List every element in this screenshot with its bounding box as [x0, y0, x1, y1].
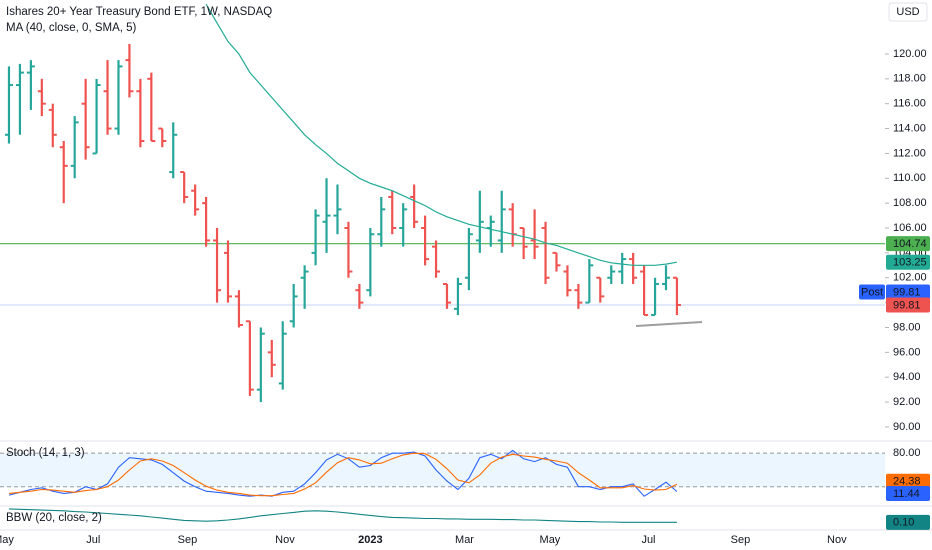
- stoch-tag: 24.38: [893, 476, 921, 488]
- last-price-tag: 99.81: [893, 299, 921, 311]
- bbw-line: [8, 508, 677, 523]
- y-tick-label: 118.00: [893, 73, 926, 85]
- stoch-tag: 11.44: [893, 488, 920, 500]
- time-tick-label: 2023: [358, 534, 382, 546]
- level-tag: 104.74: [893, 238, 927, 250]
- time-tick-label: Mar: [455, 534, 474, 546]
- stoch-band: [0, 453, 885, 487]
- currency-box[interactable]: [888, 2, 928, 22]
- time-tick-label: Nov: [827, 534, 847, 546]
- stoch-line: [8, 452, 678, 497]
- y-tick-label: 102.00: [893, 272, 927, 284]
- y-tick-label: 110.00: [893, 172, 926, 184]
- y-tick-label: 90.00: [893, 421, 921, 433]
- bbw-legend: BBW (20, close, 2): [6, 512, 102, 524]
- price-pane: [0, 3, 885, 403]
- y-tick-label: 94.00: [893, 371, 921, 383]
- y-tick-label: 96.00: [893, 346, 921, 358]
- trend-line-drawing[interactable]: [635, 321, 703, 327]
- time-tick-label: Nov: [275, 534, 295, 546]
- post-label-bg: [859, 284, 885, 300]
- time-tick-label: Jul: [641, 534, 655, 546]
- y-tick-label: 92.00: [893, 396, 921, 408]
- y-tick-label: 108.00: [893, 197, 927, 209]
- level-tag-bg: [886, 236, 930, 252]
- axis-layer: May Jul Sep Nov 2023 Mar May Jul Sep Nov 90.00 92.0…: [0, 48, 930, 546]
- ma-tag-bg: [886, 254, 930, 270]
- y-tick-label: 106.00: [893, 222, 927, 234]
- y-tick-label: 116.00: [893, 98, 926, 110]
- y-tick-label: 114.00: [893, 122, 926, 134]
- stoch-pane: [0, 449, 885, 497]
- y-tick-label: 112.00: [893, 147, 926, 159]
- stoch-tag-bg: [886, 473, 930, 489]
- time-tick-label: May: [540, 534, 561, 546]
- time-tick-label: May: [0, 534, 14, 546]
- bbw-tag: 0.10: [893, 517, 914, 529]
- time-tick-label: Sep: [731, 534, 751, 546]
- time-tick-label: Jul: [86, 534, 100, 546]
- chart-title: Ishares 20+ Year Treasury Bond ETF, 1W, …: [6, 6, 272, 18]
- ma-tag: 103.25: [893, 257, 927, 269]
- ma-legend: MA (40, close, 0, SMA, 5): [6, 22, 137, 34]
- moving-average: [205, 3, 678, 266]
- stoch-line: [8, 449, 678, 497]
- stoch-tick-label: 80.00: [893, 447, 921, 459]
- time-tick-label: Sep: [178, 534, 198, 546]
- post-label: Post: [861, 286, 883, 298]
- post-tag: 99.81: [893, 286, 921, 298]
- last-price-tag-bg: [886, 297, 930, 313]
- y-tick-label: 98.00: [893, 321, 921, 333]
- bbw-pane: [8, 508, 677, 523]
- currency: USD: [896, 6, 919, 18]
- stoch-legend: Stoch (14, 1, 3): [6, 447, 85, 459]
- bbw-tag-bg: [886, 514, 930, 530]
- post-tag-bg: [886, 284, 930, 300]
- stoch-tag-bg: [886, 486, 930, 502]
- y-tick-label: 120.00: [893, 48, 927, 60]
